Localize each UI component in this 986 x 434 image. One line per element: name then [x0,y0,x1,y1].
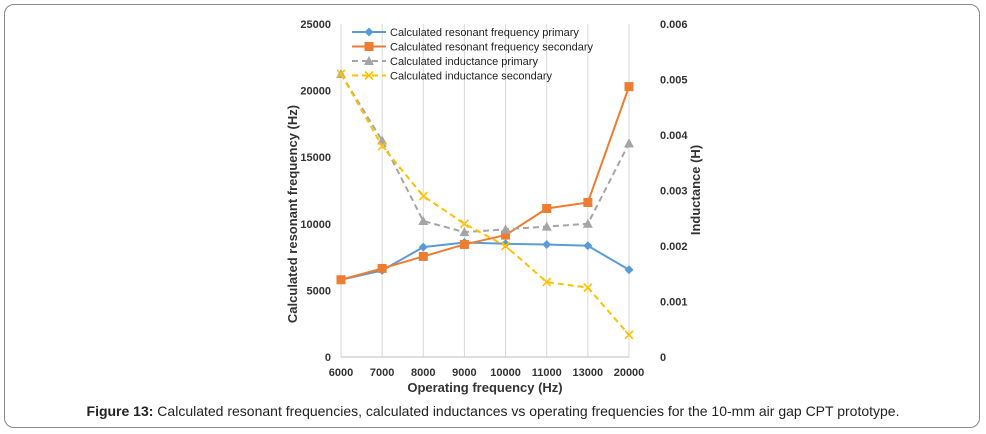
data-point [377,135,388,145]
y2-tick-label: 0 [660,352,666,364]
data-point [459,219,469,229]
data-point [583,283,593,293]
x-tick-label: 13000 [573,367,604,379]
data-point [501,239,511,249]
y2-tick-label: 0.005 [660,75,688,87]
data-point [418,242,428,252]
data-point [624,330,634,340]
chart-axes: 6000 7000 8000 9000 10000 11000 13000 20000 0 500… [300,19,688,379]
legend-label: Calculated resonant frequency secondary [390,42,594,54]
data-point [364,56,374,65]
y-tick-label: 15000 [300,152,331,164]
data-point [418,251,428,261]
x-tick-label: 6000 [329,367,353,379]
series-line [340,73,630,336]
data-point [542,203,552,213]
data-point [624,138,634,148]
caption-label: Figure 13: [86,403,154,419]
data-point [624,265,634,275]
figure-caption: Figure 13: Calculated resonant frequenci… [0,403,986,419]
x-axis-label: Operating frequency (Hz) [407,380,562,395]
data-point [364,42,374,51]
series-line [340,86,630,281]
data-point [459,227,470,237]
data-point [582,218,593,228]
y2-tick-label: 0.006 [660,19,688,31]
data-point [542,239,552,249]
data-point [377,141,387,151]
y-tick-label: 0 [325,352,331,364]
x-tick-label: 8000 [411,367,435,379]
x-tick-label: 11000 [532,367,562,379]
y2-tick-label: 0.003 [660,186,688,198]
data-point [501,230,511,240]
data-point [418,216,429,226]
data-point [501,241,511,251]
chart-grid [340,24,630,357]
x-tick-label: 9000 [452,367,476,379]
y-tick-label: 20000 [300,86,331,98]
data-point [542,277,552,287]
data-point [418,191,428,201]
chart-series [336,68,634,340]
legend-label: Calculated inductance secondary [390,71,553,83]
data-point [336,275,346,285]
caption-text: Calculated resonant frequencies, calcula… [153,403,900,419]
y-tick-label: 25000 [300,19,331,31]
x-tick-label: 7000 [370,367,394,379]
data-point [541,221,552,231]
chart-legend: Calculated resonant frequency primary Cal… [352,27,594,83]
data-point [377,263,387,273]
x-tick-label: 20000 [614,367,645,379]
y-tick-label: 10000 [300,219,331,231]
y-tick-label: 5000 [307,285,331,297]
data-point [364,27,374,37]
series-group [336,82,634,285]
x-tick-label: 10000 [490,367,521,379]
y2-tick-label: 0.001 [660,297,688,309]
legend-label: Calculated inductance primary [390,56,538,68]
data-point [624,82,634,92]
y2-axis-label: Inductance (H) [688,145,703,235]
y-axis-label: Calculated resonant frequency (Hz) [285,105,300,323]
y2-tick-label: 0.002 [660,241,688,253]
legend-label: Calculated resonant frequency primary [390,27,579,39]
data-point [500,224,511,234]
data-point [459,239,469,249]
data-point [336,69,346,79]
data-point [583,241,593,251]
data-point [583,197,593,207]
y2-tick-label: 0.004 [660,130,688,142]
chart-area [282,14,686,398]
data-point [364,70,374,81]
series-group [336,69,634,340]
